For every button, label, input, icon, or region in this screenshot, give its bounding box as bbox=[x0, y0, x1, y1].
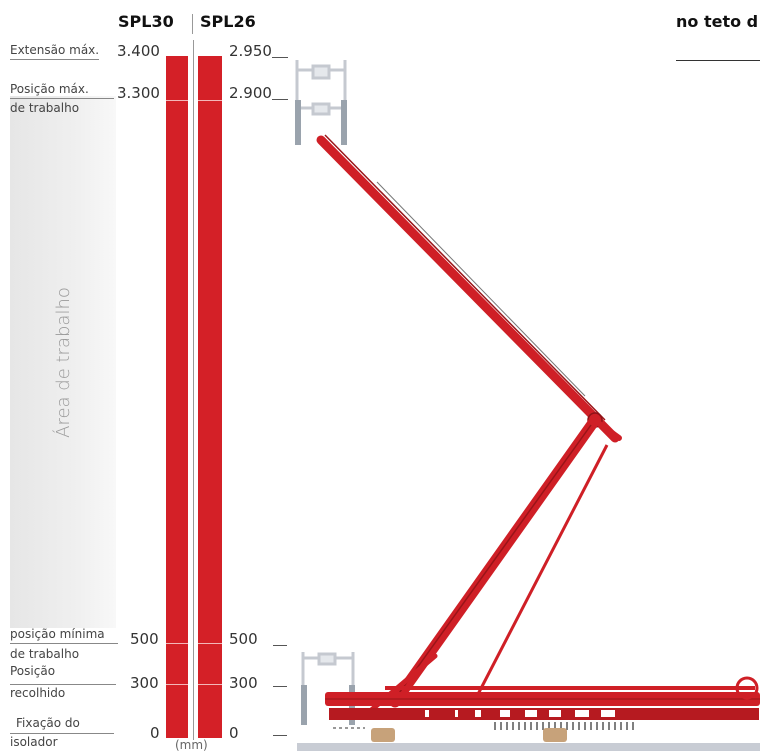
head-insulator-right bbox=[341, 100, 347, 145]
head-insulator-left bbox=[295, 100, 301, 145]
working-area-label: Área de trabalho bbox=[52, 286, 74, 438]
min-working-label-1: posição mínima bbox=[10, 627, 105, 641]
spl30-value-3300: 3.300 bbox=[117, 84, 160, 102]
spl30-height-bar bbox=[166, 56, 188, 738]
right-caption: no teto d bbox=[676, 12, 759, 31]
spl30-value-0: 0 bbox=[150, 724, 160, 742]
spl30-value-500: 500 bbox=[130, 630, 159, 648]
header-separator bbox=[192, 14, 193, 34]
retracted-label-2: recolhido bbox=[10, 686, 66, 700]
spl26-value-300: 300 bbox=[229, 674, 258, 692]
max-working-label-1: Posição máx. bbox=[10, 82, 89, 96]
spl30-header: SPL30 bbox=[118, 12, 174, 31]
spl26-value-2950: 2.950 bbox=[229, 42, 272, 60]
bar-separator bbox=[193, 40, 194, 740]
spl30-value-300: 300 bbox=[130, 674, 159, 692]
right-caption-rule bbox=[676, 60, 760, 61]
upper-arm-cable bbox=[376, 181, 586, 397]
working-area-band bbox=[10, 96, 116, 628]
collector-head-extended bbox=[295, 60, 347, 140]
upper-arm bbox=[316, 135, 620, 443]
spl26-value-2900: 2.900 bbox=[229, 84, 272, 102]
insulator-label-2: isolador bbox=[10, 735, 58, 749]
spl30-value-3400: 3.400 bbox=[117, 42, 160, 60]
spl26-value-500: 500 bbox=[229, 630, 258, 648]
max-working-label-2: de trabalho bbox=[10, 101, 80, 115]
max-extension-label: Extensão máx. bbox=[10, 43, 100, 60]
guide-rod bbox=[473, 444, 609, 701]
spring-assembly bbox=[494, 722, 634, 730]
roof-plate bbox=[297, 743, 760, 751]
insulator-label-1: Fixação do bbox=[16, 716, 80, 730]
spl26-height-bar bbox=[198, 56, 222, 738]
min-working-label-2: de trabalho bbox=[10, 647, 80, 661]
unit-label: (mm) bbox=[175, 738, 208, 752]
pantograph-illustration bbox=[295, 60, 760, 751]
base-insulators bbox=[371, 728, 567, 742]
retracted-label-1: Posição bbox=[10, 664, 56, 678]
spl26-header: SPL26 bbox=[200, 12, 256, 31]
spl26-value-0: 0 bbox=[229, 724, 239, 742]
